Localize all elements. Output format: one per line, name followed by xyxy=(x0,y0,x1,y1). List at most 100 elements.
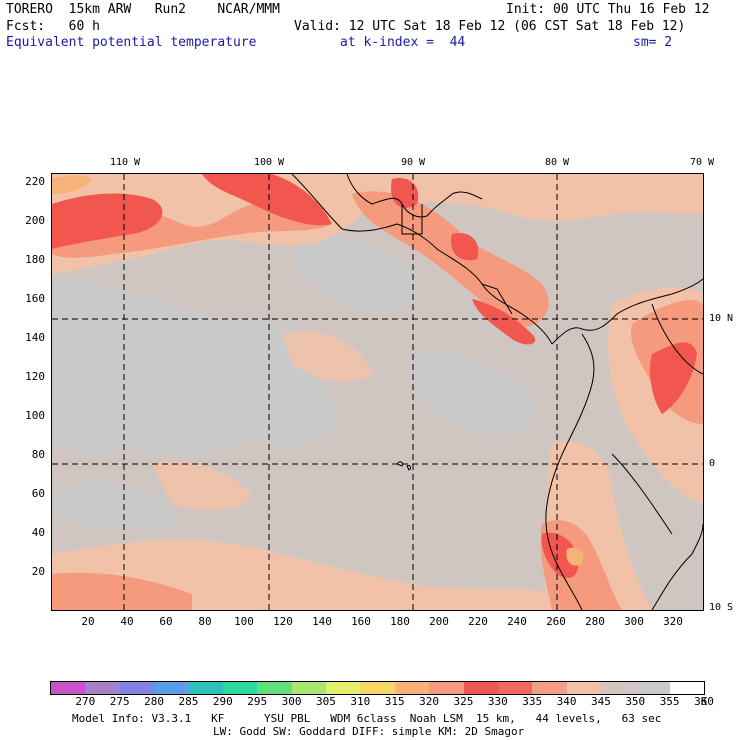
colorbar-swatch xyxy=(222,682,258,694)
x-tick: 80 xyxy=(198,615,212,628)
y-tick: 140 xyxy=(25,331,45,344)
colorbar-swatch xyxy=(669,682,705,694)
colorbar-label: 315 xyxy=(384,695,405,708)
colorbar-label: 290 xyxy=(212,695,233,708)
colorbar-swatch xyxy=(257,682,292,694)
y-tick: 60 xyxy=(31,487,45,500)
coastlines xyxy=(291,174,703,610)
orange-region xyxy=(52,175,92,194)
colorbar-label: 280 xyxy=(144,695,165,708)
colorbar-label: 310 xyxy=(350,695,371,708)
init-time: Init: 00 UTC Thu 16 Feb 12 xyxy=(506,2,710,17)
model-info: Model Info: V3.3.1 KF YSU PBL WDM 6class… xyxy=(72,712,662,725)
tan-region xyxy=(282,331,372,382)
lat-label: 10 S xyxy=(709,602,734,613)
colorbar-swatch xyxy=(601,682,636,694)
colorbar-label: 325 xyxy=(453,695,474,708)
physics-info: LW: Godd SW: Goddard DIFF: simple KM: 2D… xyxy=(213,725,525,738)
model-title: TORERO 15km ARW Run2 NCAR/MMM xyxy=(6,2,280,17)
tan-region xyxy=(322,174,703,222)
x-tick: 160 xyxy=(351,615,371,628)
light-gray-region xyxy=(52,281,338,457)
colorbar-label: 305 xyxy=(316,695,336,708)
x-tick: 60 xyxy=(159,615,173,628)
colorbar-label: 320 xyxy=(419,695,439,708)
salmon-region xyxy=(52,572,192,610)
colorbar-label: 360 xyxy=(694,695,714,708)
colorbar-label: 275 xyxy=(109,695,130,708)
x-tick: 140 xyxy=(312,615,332,628)
red-region xyxy=(472,299,536,345)
y-tick: 40 xyxy=(31,526,45,539)
lat-lon-grid xyxy=(52,174,703,610)
colorbar-swatch xyxy=(291,682,326,694)
red-region xyxy=(52,193,163,249)
y-tick: 160 xyxy=(25,292,45,305)
level-index: at k-index = 44 xyxy=(340,35,466,50)
x-tick: 260 xyxy=(546,615,566,628)
lon-label: 80 W xyxy=(544,157,570,168)
colorbar-swatch xyxy=(532,682,567,694)
x-tick: 320 xyxy=(663,615,683,628)
colorbar-label: 355 xyxy=(659,695,680,708)
x-tick: 20 xyxy=(81,615,95,628)
theta-e-field xyxy=(52,174,703,610)
y-tick: 200 xyxy=(25,214,45,227)
y-tick: 20 xyxy=(31,565,45,578)
colorbar-swatch xyxy=(51,682,86,694)
lon-label: 70 W xyxy=(689,157,715,168)
colorbar-swatch xyxy=(154,682,189,694)
colorbar-label: 330 xyxy=(487,695,508,708)
colorbar-label: 295 xyxy=(247,695,268,708)
colorbar-swatch xyxy=(119,682,155,694)
red-region xyxy=(451,233,479,261)
colorbar-swatch xyxy=(463,682,498,694)
colorbar-swatch xyxy=(635,682,670,694)
y-tick: 220 xyxy=(25,175,45,188)
x-tick: 240 xyxy=(507,615,527,628)
colorbar-swatch xyxy=(566,682,601,694)
x-tick: 280 xyxy=(585,615,605,628)
light-gray-region xyxy=(52,483,178,531)
colorbar-unit: K xyxy=(700,695,708,708)
colorbar-label: 300 xyxy=(281,695,302,708)
colorbar-swatch xyxy=(326,682,361,694)
x-tick: 120 xyxy=(273,615,293,628)
red-region xyxy=(202,174,332,226)
x-tick: 300 xyxy=(624,615,644,628)
map-panel xyxy=(51,173,704,611)
x-tick: 220 xyxy=(468,615,488,628)
y-tick: 80 xyxy=(31,448,45,461)
colorbar-swatch xyxy=(188,682,223,694)
colorbar-label: 335 xyxy=(522,695,543,708)
x-tick: 200 xyxy=(429,615,449,628)
orange-region xyxy=(566,547,584,566)
field-name: Equivalent potential temperature xyxy=(6,35,257,50)
x-tick: 180 xyxy=(390,615,410,628)
light-gray-region xyxy=(412,351,535,436)
y-tick: 100 xyxy=(25,409,45,422)
colorbar-label: 270 xyxy=(75,695,96,708)
lon-label: 110 W xyxy=(109,157,141,168)
x-tick: 40 xyxy=(120,615,134,628)
colorbar-label: 340 xyxy=(556,695,577,708)
colorbar-label: 350 xyxy=(625,695,646,708)
colorbar-label: 285 xyxy=(178,695,199,708)
valid-time: Valid: 12 UTC Sat 18 Feb 12 (06 CST Sat … xyxy=(294,19,686,34)
y-tick: 180 xyxy=(25,253,45,266)
forecast-hour: Fcst: 60 h xyxy=(6,19,100,34)
red-region xyxy=(541,532,579,578)
lon-label: 100 W xyxy=(253,157,285,168)
lat-label: 0 xyxy=(709,458,716,469)
x-tick: 100 xyxy=(234,615,254,628)
y-tick: 120 xyxy=(25,370,45,383)
light-gray-region xyxy=(292,231,417,314)
tan-region xyxy=(152,461,252,511)
colorbar-swatch xyxy=(429,682,464,694)
colorbar-swatch xyxy=(394,682,430,694)
colorbar xyxy=(50,681,705,695)
lat-label: 10 N xyxy=(709,313,734,324)
colorbar-label: 345 xyxy=(590,695,611,708)
colorbar-swatch xyxy=(497,682,533,694)
red-region xyxy=(391,178,419,208)
